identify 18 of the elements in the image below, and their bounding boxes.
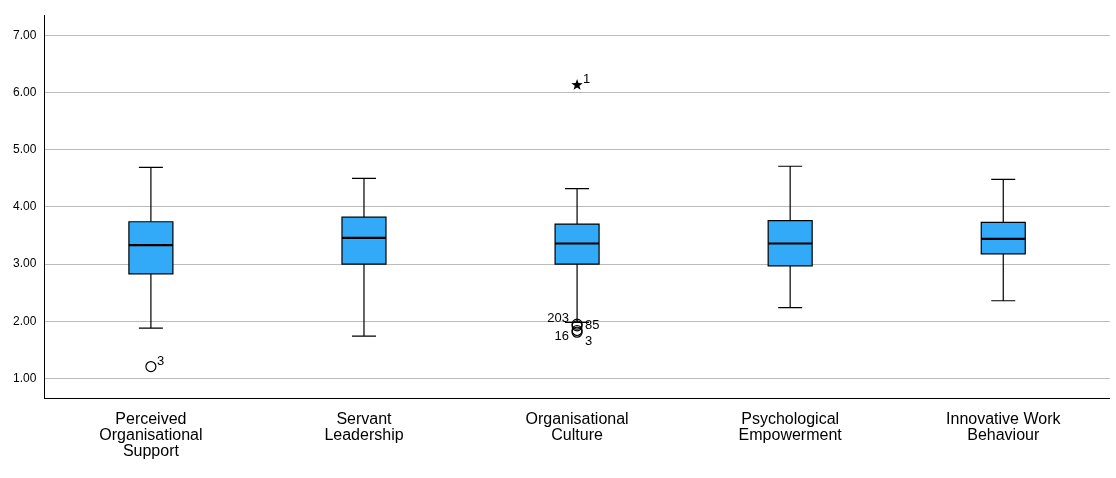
x-tick-label: Psychological Empowerment xyxy=(738,410,843,444)
y-tick-label: 5.00 xyxy=(13,141,37,156)
annotation: 16 xyxy=(554,327,570,343)
annotation: 1 xyxy=(583,71,591,87)
y-tick-label: 7.00 xyxy=(13,27,37,42)
y-tick-label: 2.00 xyxy=(13,313,37,328)
annotation: 3 xyxy=(156,352,165,368)
x-tick-label: Innovative Work Behaviour xyxy=(946,410,1062,444)
annotation: 3 xyxy=(585,333,593,349)
y-tick-label: 4.00 xyxy=(13,199,37,214)
y-tick-label: 6.00 xyxy=(13,84,37,99)
x-tick-label: Perceived Organisational Support xyxy=(99,410,203,460)
y-tick-label: 1.00 xyxy=(13,370,37,385)
x-tick-label: Organisational Culture xyxy=(525,410,629,444)
x-tick-label: Servant Leadership xyxy=(324,410,404,444)
annotation: 203 xyxy=(547,310,570,326)
y-tick-label: 3.00 xyxy=(13,256,37,271)
annotation: 85 xyxy=(585,316,600,332)
